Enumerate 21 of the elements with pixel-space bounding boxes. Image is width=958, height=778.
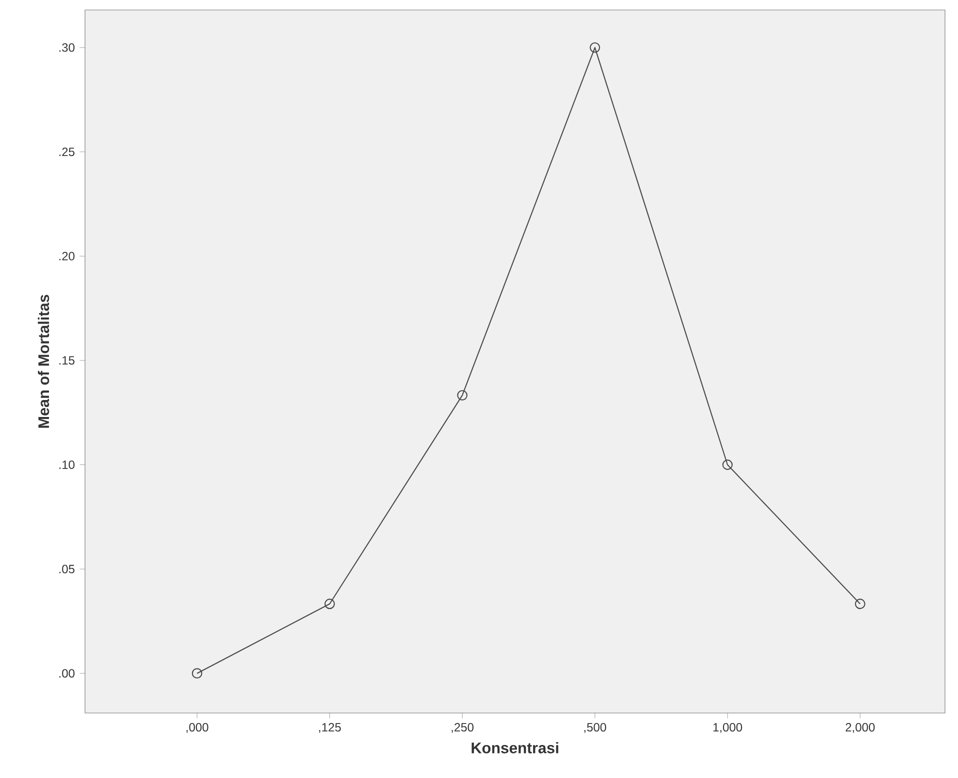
x-tick-label: 1,000 [713,723,742,733]
point [457,390,468,400]
point [590,42,600,53]
y-tick-label: .15 [59,356,74,365]
x-tick-label: ,250 [452,723,474,733]
y-tick-label: .25 [59,148,74,156]
point [854,598,866,610]
point [722,460,733,470]
x-tick-label: 2,000 [846,723,875,733]
y-tick-label: .20 [59,252,74,260]
y-tick-label: .10 [59,460,74,470]
y-tick-label: .30 [59,43,74,52]
point [324,598,335,610]
point [192,668,202,679]
x-tick-label: ,500 [584,723,606,733]
x-tick-label: ,125 [319,723,341,733]
y-tick-label: .05 [59,564,74,574]
y-axis-title: Mean of Mortalitas [38,294,50,428]
x-axis-title: Konsentrasi [472,742,558,754]
y-tick-label: .00 [59,669,74,678]
x-tick-label: ,000 [186,723,208,733]
